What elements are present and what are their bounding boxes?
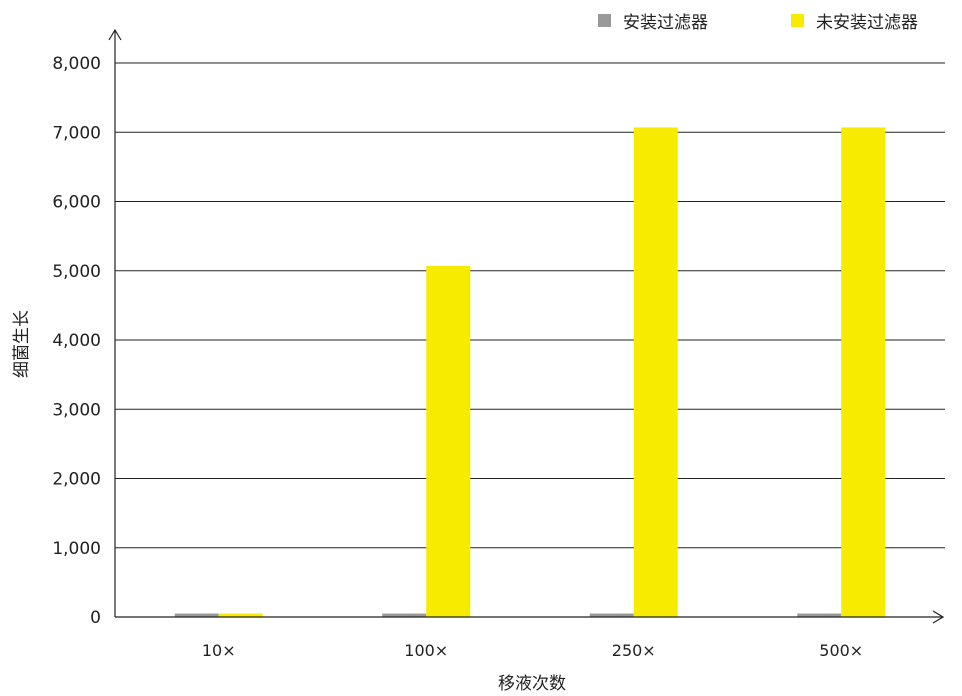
bar-without-filter	[426, 265, 471, 617]
y-tick-label: 6,000	[52, 193, 101, 213]
x-category-labels: 10× 100× 250× 500×	[202, 641, 863, 660]
x-category-label: 500×	[819, 641, 863, 660]
x-category-label: 10×	[202, 641, 236, 660]
y-tick-label: 8,000	[52, 54, 101, 74]
y-tick-label: 3,000	[52, 400, 101, 420]
bar-with-filter	[174, 613, 219, 617]
y-tick-label: 0	[90, 608, 101, 628]
y-tick-label: 7,000	[52, 123, 101, 143]
y-tick-label: 2,000	[52, 470, 101, 490]
legend-swatch	[791, 14, 804, 27]
bar-with-filter	[797, 613, 842, 617]
bar-with-filter	[589, 613, 634, 617]
gridlines	[115, 62, 945, 549]
x-category-label: 100×	[404, 641, 448, 660]
x-axis-title: 移液次数	[498, 674, 566, 694]
bars	[174, 127, 886, 617]
y-tick-label: 5,000	[52, 262, 101, 282]
y-tick-label: 4,000	[52, 331, 101, 351]
legend-label: 未安装过滤器	[816, 13, 918, 33]
bar-without-filter	[841, 127, 886, 617]
y-axis-title: 细菌生长	[12, 310, 32, 378]
x-axis-arrow	[932, 610, 945, 624]
legend-label: 安装过滤器	[623, 13, 708, 33]
bar-without-filter	[633, 127, 678, 617]
y-axis-arrow	[108, 28, 122, 41]
y-tick-label: 1,000	[52, 539, 101, 559]
legend: 安装过滤器 未安装过滤器	[598, 13, 918, 33]
x-category-label: 250×	[612, 641, 656, 660]
axes	[108, 28, 945, 624]
bar-without-filter	[218, 613, 263, 617]
legend-swatch	[598, 14, 611, 27]
y-tick-labels: 0 1,000 2,000 3,000 4,000 5,000 6,000 7,000 8,00…	[52, 54, 101, 628]
bar-with-filter	[382, 613, 427, 617]
